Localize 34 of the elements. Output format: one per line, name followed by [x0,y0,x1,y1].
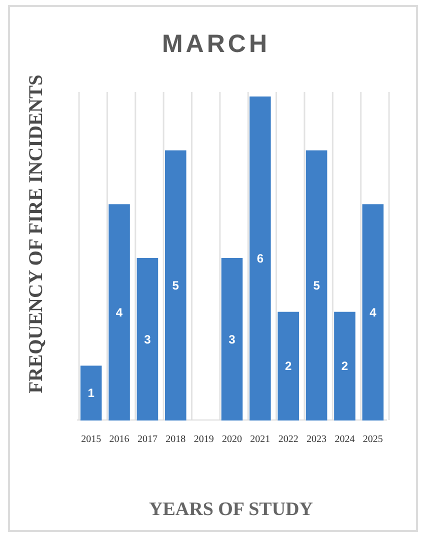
bar [362,204,384,420]
bar [108,204,130,420]
x-tick-label: 2016 [109,434,130,445]
bar [136,258,158,420]
x-tick-label: 2019 [194,434,214,445]
x-tick-label: 2025 [362,434,383,445]
data-label: 3 [144,332,152,346]
y-axis-title: FREQUENCY OF FIRE INCIDENTS [26,74,47,394]
x-tick-label: 2024 [334,434,355,445]
x-tick-label: 2017 [137,434,158,445]
x-tick-label: 2020 [222,434,242,445]
x-tick-label: 2022 [278,434,298,445]
data-label: 4 [370,305,377,320]
data-label: 6 [256,252,264,266]
x-tick-label: 2015 [81,434,102,445]
x-tick-label: 2018 [166,434,186,445]
x-tick-label: 2021 [250,434,270,445]
data-label: 5 [313,278,320,292]
chart-title: MARCH [162,30,270,58]
x-tick-label: 2023 [306,434,327,445]
bar [278,312,300,420]
bar [164,150,186,420]
bar [334,312,356,420]
data-label: 1 [88,386,95,400]
data-label: 2 [341,359,348,374]
data-label: 3 [228,332,236,346]
data-label: 5 [172,278,180,292]
bar [221,258,243,420]
data-label: 2 [285,359,292,374]
data-label: 4 [116,305,123,320]
bar [80,366,102,420]
bar [306,150,328,420]
bar [250,96,271,420]
x-axis-title: YEARS OF STUDY [149,499,314,520]
